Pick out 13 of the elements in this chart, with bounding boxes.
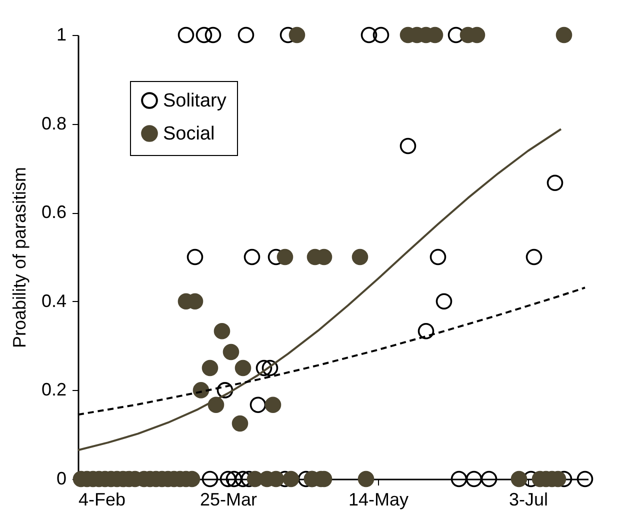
y-tick-label: 0.8 bbox=[41, 113, 66, 134]
x-tick-label: 25-Mar bbox=[200, 490, 258, 510]
x-tick-label: 3-Jul bbox=[508, 490, 548, 510]
y-tick-label: 0.4 bbox=[41, 290, 66, 311]
x-tick-label: 4-Feb bbox=[78, 490, 126, 510]
y-tick-label: 0.2 bbox=[41, 380, 66, 400]
y-axis-title: Proability of parasitism bbox=[9, 166, 30, 348]
legend-label: Social bbox=[163, 124, 215, 144]
y-tick-label: 0.6 bbox=[41, 202, 66, 222]
x-tick-label: 14-May bbox=[348, 490, 409, 510]
y-tick-label: 1 bbox=[56, 24, 66, 44]
y-tick-label: 0 bbox=[56, 468, 66, 488]
legend-label: Solitary bbox=[163, 90, 227, 112]
